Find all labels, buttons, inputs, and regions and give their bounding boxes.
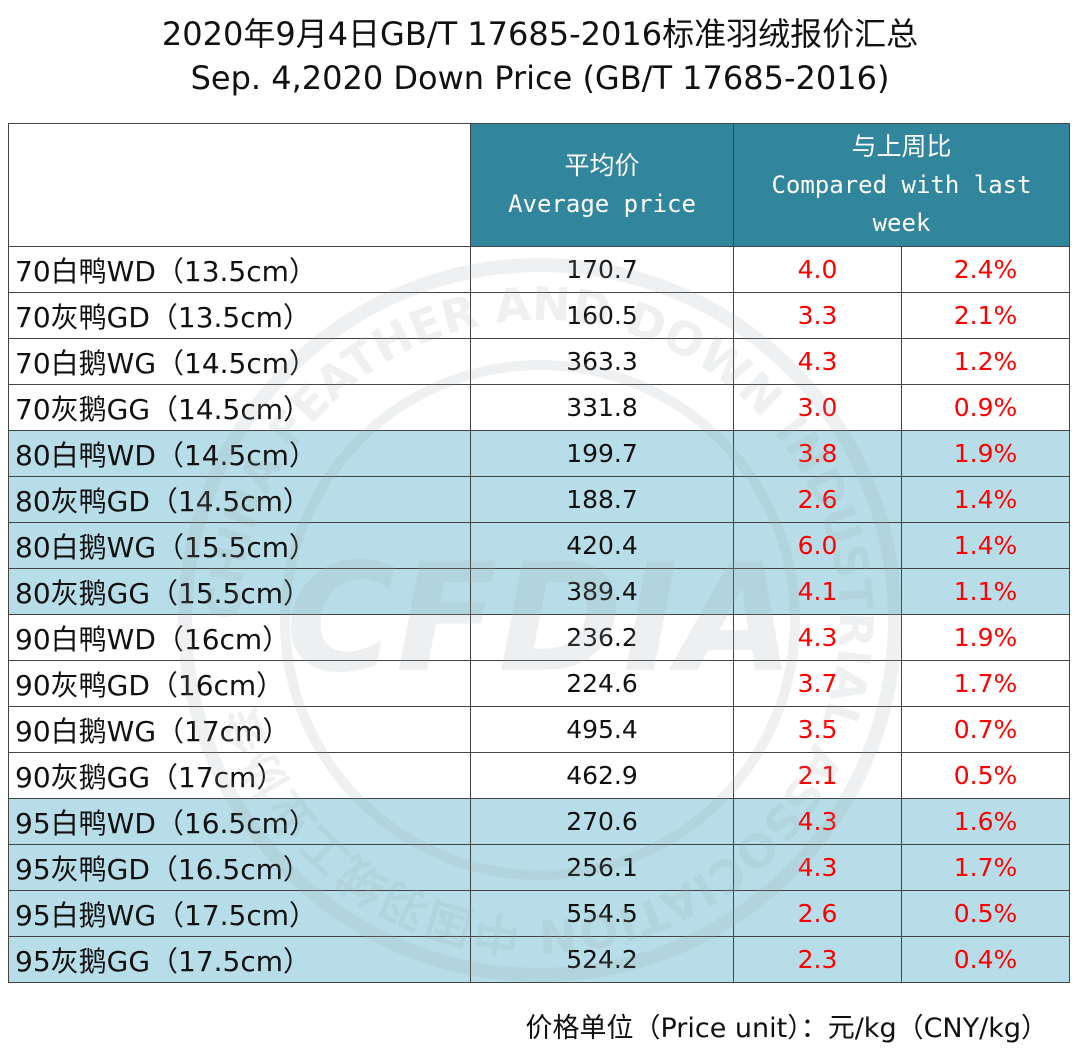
table-row: 90灰鸭GD（16cm） 224.6 3.7 1.7% <box>8 660 1070 707</box>
average-price-cell: 170.7 <box>470 246 734 293</box>
price-table: 平均价 Average price 与上周比 Compared with las… <box>8 123 1070 983</box>
average-price-cell: 224.6 <box>470 660 734 707</box>
weekly-change-percent-cell: 1.9% <box>901 614 1070 661</box>
average-price-cell: 188.7 <box>470 476 734 523</box>
grade-name-cell: 80白鸭WD（14.5cm） <box>8 430 471 477</box>
weekly-change-percent-cell: 1.4% <box>901 476 1070 523</box>
table-row: 95白鹅WG（17.5cm） 554.5 2.6 0.5% <box>8 890 1070 937</box>
weekly-change-cell: 3.0 <box>733 384 902 431</box>
table-row: 80灰鸭GD（14.5cm） 188.7 2.6 1.4% <box>8 476 1070 523</box>
average-price-cell: 270.6 <box>470 798 734 845</box>
average-price-cell: 524.2 <box>470 936 734 983</box>
weekly-change-cell: 4.3 <box>733 844 902 891</box>
table-row: 90白鹅WG（17cm） 495.4 3.5 0.7% <box>8 706 1070 753</box>
grade-name-cell: 70白鹅WG（14.5cm） <box>8 338 471 385</box>
table-row: 80白鹅WG（15.5cm） 420.4 6.0 1.4% <box>8 522 1070 569</box>
table-row: 95灰鹅GG（17.5cm） 524.2 2.3 0.4% <box>8 936 1070 983</box>
average-price-cell: 554.5 <box>470 890 734 937</box>
average-price-cell: 236.2 <box>470 614 734 661</box>
table-row: 70灰鹅GG（14.5cm） 331.8 3.0 0.9% <box>8 384 1070 431</box>
weekly-change-percent-cell: 0.5% <box>901 890 1070 937</box>
weekly-change-cell: 4.3 <box>733 614 902 661</box>
grade-name-cell: 70白鸭WD（13.5cm） <box>8 246 471 293</box>
weekly-change-percent-cell: 1.7% <box>901 660 1070 707</box>
table-row: 90灰鹅GG（17cm） 462.9 2.1 0.5% <box>8 752 1070 799</box>
weekly-change-percent-cell: 2.1% <box>901 292 1070 339</box>
grade-name-cell: 70灰鸭GD（13.5cm） <box>8 292 471 339</box>
table-header-row: 平均价 Average price 与上周比 Compared with las… <box>8 123 1070 247</box>
table-row: 90白鸭WD（16cm） 236.2 4.3 1.9% <box>8 614 1070 661</box>
weekly-change-percent-cell: 1.4% <box>901 522 1070 569</box>
weekly-change-percent-cell: 0.5% <box>901 752 1070 799</box>
grade-name-cell: 90白鸭WD（16cm） <box>8 614 471 661</box>
header-average-price-en: Average price <box>508 190 696 218</box>
table-row: 70白鹅WG（14.5cm） 363.3 4.3 1.2% <box>8 338 1070 385</box>
page-title: 2020年9月4日GB/T 17685-2016标准羽绒报价汇总 <box>161 15 919 53</box>
average-price-cell: 331.8 <box>470 384 734 431</box>
weekly-change-percent-cell: 0.7% <box>901 706 1070 753</box>
header-average-price: 平均价 Average price <box>470 123 734 247</box>
weekly-change-percent-cell: 0.4% <box>901 936 1070 983</box>
weekly-change-cell: 3.5 <box>733 706 902 753</box>
header-average-price-cn: 平均价 <box>564 151 640 180</box>
grade-name-cell: 70灰鹅GG（14.5cm） <box>8 384 471 431</box>
average-price-cell: 462.9 <box>470 752 734 799</box>
table-row: 80白鸭WD（14.5cm） 199.7 3.8 1.9% <box>8 430 1070 477</box>
weekly-change-percent-cell: 1.9% <box>901 430 1070 477</box>
header-compared-en-2: week <box>872 209 931 237</box>
grade-name-cell: 80灰鸭GD（14.5cm） <box>8 476 471 523</box>
table-row: 95灰鸭GD（16.5cm） 256.1 4.3 1.7% <box>8 844 1070 891</box>
average-price-cell: 389.4 <box>470 568 734 615</box>
weekly-change-cell: 3.7 <box>733 660 902 707</box>
average-price-cell: 199.7 <box>470 430 734 477</box>
weekly-change-percent-cell: 1.7% <box>901 844 1070 891</box>
grade-name-cell: 90灰鹅GG（17cm） <box>8 752 471 799</box>
weekly-change-cell: 4.1 <box>733 568 902 615</box>
grade-name-cell: 90灰鸭GD（16cm） <box>8 660 471 707</box>
weekly-change-percent-cell: 1.1% <box>901 568 1070 615</box>
table-row: 80灰鹅GG（15.5cm） 389.4 4.1 1.1% <box>8 568 1070 615</box>
weekly-change-percent-cell: 1.6% <box>901 798 1070 845</box>
weekly-change-cell: 2.1 <box>733 752 902 799</box>
weekly-change-cell: 3.3 <box>733 292 902 339</box>
table-row: 70白鸭WD（13.5cm） 170.7 4.0 2.4% <box>8 246 1070 293</box>
average-price-cell: 495.4 <box>470 706 734 753</box>
weekly-change-cell: 6.0 <box>733 522 902 569</box>
average-price-cell: 256.1 <box>470 844 734 891</box>
grade-name-cell: 95灰鸭GD（16.5cm） <box>8 844 471 891</box>
header-compared-en-1: Compared with last <box>771 171 1032 199</box>
grade-name-cell: 80灰鹅GG（15.5cm） <box>8 568 471 615</box>
header-compared-cn: 与上周比 <box>851 132 952 161</box>
table-row: 70灰鸭GD（13.5cm） 160.5 3.3 2.1% <box>8 292 1070 339</box>
weekly-change-cell: 2.6 <box>733 890 902 937</box>
weekly-change-cell: 4.3 <box>733 798 902 845</box>
header-compared-last-week: 与上周比 Compared with last week <box>733 123 1070 247</box>
table-row: 95白鸭WD（16.5cm） 270.6 4.3 1.6% <box>8 798 1070 845</box>
grade-name-cell: 95白鹅WG（17.5cm） <box>8 890 471 937</box>
weekly-change-cell: 2.3 <box>733 936 902 983</box>
price-unit-note: 价格单位（Price unit）：元/kg（CNY/kg） <box>525 1013 1048 1044</box>
weekly-change-cell: 4.3 <box>733 338 902 385</box>
weekly-change-percent-cell: 1.2% <box>901 338 1070 385</box>
grade-name-cell: 80白鹅WG（15.5cm） <box>8 522 471 569</box>
weekly-change-percent-cell: 0.9% <box>901 384 1070 431</box>
weekly-change-cell: 3.8 <box>733 430 902 477</box>
weekly-change-percent-cell: 2.4% <box>901 246 1070 293</box>
grade-name-cell: 90白鹅WG（17cm） <box>8 706 471 753</box>
grade-name-cell: 95白鸭WD（16.5cm） <box>8 798 471 845</box>
average-price-cell: 420.4 <box>470 522 734 569</box>
grade-name-cell: 95灰鹅GG（17.5cm） <box>8 936 471 983</box>
average-price-cell: 160.5 <box>470 292 734 339</box>
table-body: 70白鸭WD（13.5cm） 170.7 4.0 2.4% 70灰鸭GD（13.5cm）… <box>8 246 1070 983</box>
page-subtitle: Sep. 4,2020 Down Price (GB/T 17685-2016) <box>190 59 890 97</box>
weekly-change-cell: 4.0 <box>733 246 902 293</box>
header-blank-cell <box>8 123 471 247</box>
average-price-cell: 363.3 <box>470 338 734 385</box>
weekly-change-cell: 2.6 <box>733 476 902 523</box>
